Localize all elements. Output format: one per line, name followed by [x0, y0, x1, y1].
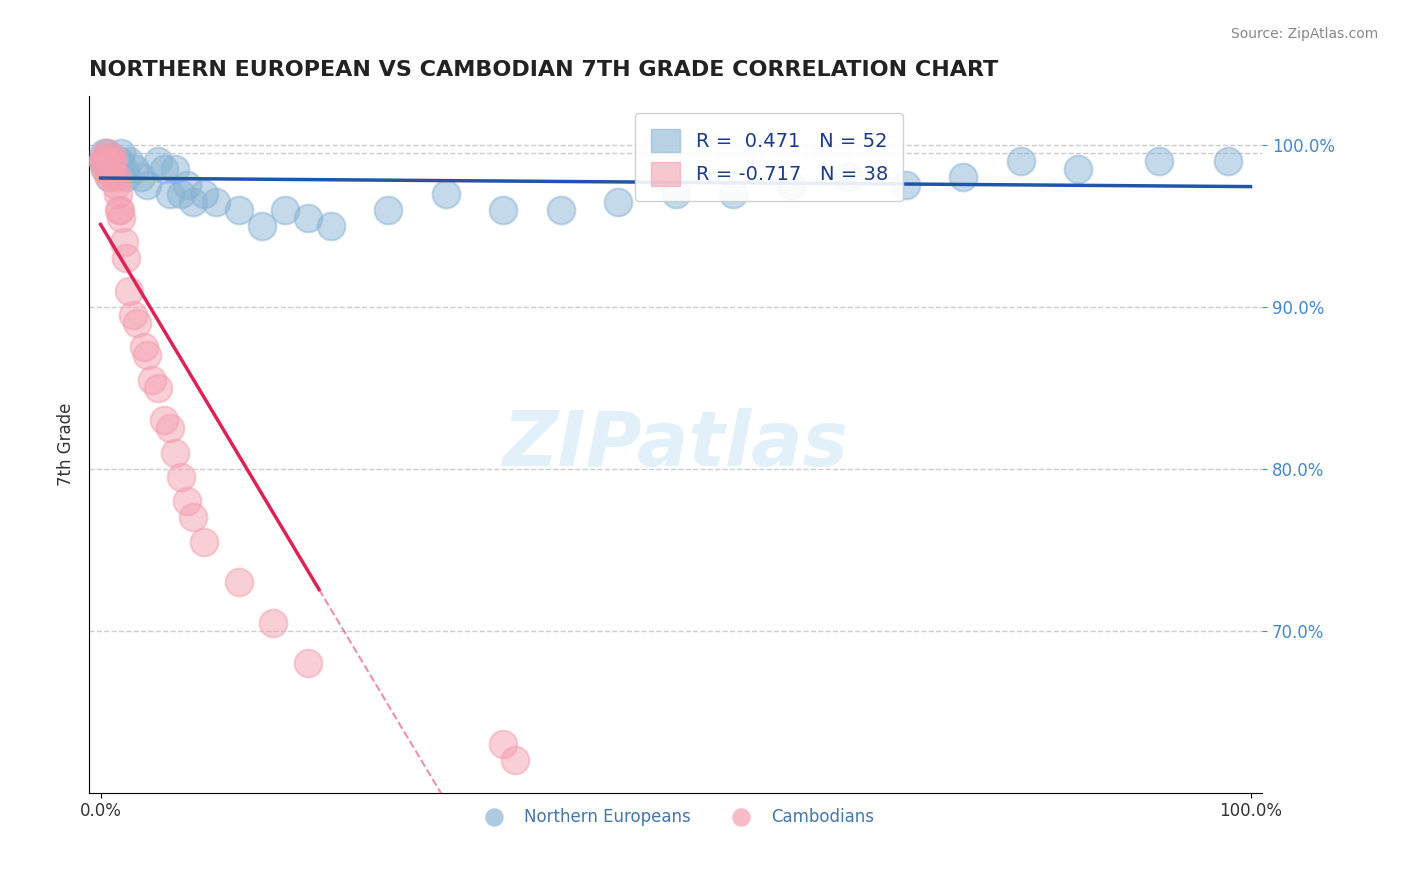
- Point: [550, 202, 572, 217]
- Point: [96, 146, 118, 161]
- Point: [297, 211, 319, 225]
- Point: [1147, 154, 1170, 169]
- Point: [91, 154, 114, 169]
- Point: [176, 494, 198, 508]
- Point: [108, 154, 131, 169]
- Point: [193, 186, 215, 201]
- Point: [146, 381, 169, 395]
- Point: [503, 753, 526, 767]
- Point: [952, 170, 974, 185]
- Point: [105, 154, 128, 169]
- Point: [153, 413, 176, 427]
- Point: [262, 615, 284, 630]
- Point: [110, 146, 132, 161]
- Point: [104, 178, 127, 193]
- Point: [94, 162, 117, 177]
- Point: [104, 162, 127, 177]
- Point: [107, 154, 129, 169]
- Point: [93, 146, 115, 161]
- Point: [181, 194, 204, 209]
- Point: [93, 151, 115, 165]
- Point: [721, 186, 744, 201]
- Point: [159, 421, 181, 435]
- Point: [97, 170, 120, 185]
- Point: [159, 186, 181, 201]
- Point: [103, 151, 125, 165]
- Text: Source: ZipAtlas.com: Source: ZipAtlas.com: [1230, 27, 1378, 41]
- Point: [228, 575, 250, 590]
- Point: [135, 178, 157, 193]
- Point: [273, 202, 295, 217]
- Point: [297, 656, 319, 670]
- Point: [112, 162, 135, 177]
- Point: [165, 162, 187, 177]
- Point: [129, 170, 152, 185]
- Point: [607, 194, 630, 209]
- Point: [127, 316, 149, 330]
- Point: [101, 154, 124, 169]
- Point: [1010, 154, 1032, 169]
- Point: [103, 151, 125, 165]
- Point: [141, 373, 163, 387]
- Point: [181, 510, 204, 524]
- Text: ZIPatlas: ZIPatlas: [502, 408, 849, 482]
- Point: [98, 154, 121, 169]
- Point: [105, 170, 128, 185]
- Point: [103, 154, 125, 169]
- Point: [170, 470, 193, 484]
- Point: [250, 219, 273, 233]
- Point: [176, 178, 198, 193]
- Y-axis label: 7th Grade: 7th Grade: [58, 403, 75, 486]
- Point: [153, 162, 176, 177]
- Point: [1067, 162, 1090, 177]
- Point: [894, 178, 917, 193]
- Point: [107, 186, 129, 201]
- Point: [170, 186, 193, 201]
- Point: [108, 162, 131, 177]
- Point: [492, 202, 515, 217]
- Point: [434, 186, 457, 201]
- Point: [96, 154, 118, 169]
- Point: [101, 154, 124, 169]
- Point: [100, 162, 122, 177]
- Point: [110, 211, 132, 225]
- Point: [108, 202, 131, 217]
- Point: [193, 534, 215, 549]
- Point: [115, 252, 138, 266]
- Point: [108, 202, 131, 217]
- Text: NORTHERN EUROPEAN VS CAMBODIAN 7TH GRADE CORRELATION CHART: NORTHERN EUROPEAN VS CAMBODIAN 7TH GRADE…: [89, 60, 998, 79]
- Point: [165, 445, 187, 459]
- Legend: Northern Europeans, Cambodians: Northern Europeans, Cambodians: [471, 802, 880, 833]
- Point: [135, 349, 157, 363]
- Point: [98, 154, 121, 169]
- Point: [228, 202, 250, 217]
- Point: [837, 170, 859, 185]
- Point: [121, 308, 143, 322]
- Point: [664, 186, 686, 201]
- Point: [204, 194, 226, 209]
- Point: [112, 235, 135, 249]
- Point: [94, 162, 117, 177]
- Point: [134, 340, 156, 354]
- Point: [492, 737, 515, 751]
- Point: [97, 170, 120, 185]
- Point: [146, 154, 169, 169]
- Point: [96, 146, 118, 161]
- Point: [91, 154, 114, 169]
- Point: [100, 162, 122, 177]
- Point: [118, 284, 141, 298]
- Point: [96, 154, 118, 169]
- Point: [103, 170, 125, 185]
- Point: [1216, 154, 1239, 169]
- Point: [118, 154, 141, 169]
- Point: [779, 178, 801, 193]
- Point: [319, 219, 342, 233]
- Point: [115, 170, 138, 185]
- Point: [124, 162, 146, 177]
- Point: [377, 202, 399, 217]
